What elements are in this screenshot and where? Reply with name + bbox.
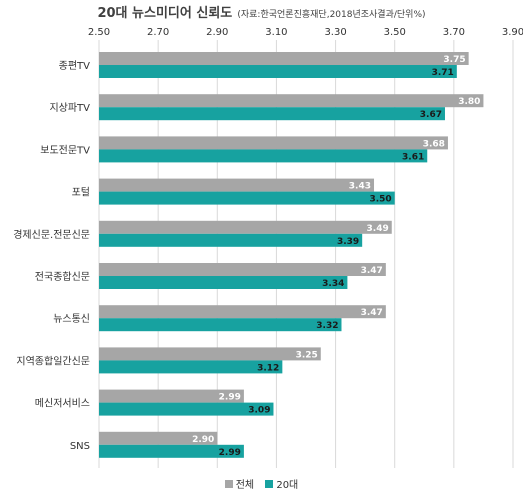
legend-swatch-20s <box>265 479 274 488</box>
data-label: 3.12 <box>257 363 279 373</box>
chart-title-main: 20대 뉴스미디어 신뢰도 <box>97 6 233 21</box>
x-tick-label: 2.90 <box>206 27 228 38</box>
bar-20s <box>99 444 244 458</box>
category-label: 뉴스통신 <box>53 313 90 325</box>
bar-20s <box>99 402 274 416</box>
category-label: 전국종합신문 <box>35 271 90 283</box>
data-label: 2.90 <box>192 435 214 445</box>
bar-all <box>99 431 218 445</box>
data-label: 3.61 <box>402 152 424 162</box>
data-label: 2.99 <box>219 393 241 403</box>
bar-all <box>99 305 386 319</box>
x-tick-label: 2.50 <box>88 27 110 38</box>
category-label: 보도전문TV <box>40 144 90 156</box>
category-label: 지상파TV <box>49 102 90 114</box>
data-label: 3.71 <box>432 68 454 78</box>
x-tick-label: 3.70 <box>443 27 465 38</box>
category-labels: 종편TV 지상파TV 보도전문TV 포털경제신문.전문신문전국종합신문뉴스통신지역종합… <box>13 60 90 452</box>
legend: 전체 20대 <box>0 476 523 491</box>
bar-20s <box>99 191 395 205</box>
x-axis-ticks: 2.50 2.70 2.90 3.10 3.30 3.50 3.70 3.90 <box>88 27 523 38</box>
category-label: 경제신문.전문신문 <box>13 228 90 241</box>
bar-20s <box>99 276 348 289</box>
x-tick-label: 3.90 <box>502 27 523 38</box>
bar-20s <box>99 107 445 121</box>
legend-item-all: 전체 <box>224 476 255 491</box>
data-label: 3.49 <box>367 224 389 234</box>
data-label: 3.25 <box>296 350 318 360</box>
data-label: 3.47 <box>361 266 383 276</box>
data-label: 3.43 <box>349 182 371 192</box>
data-label: 3.67 <box>420 110 442 120</box>
bar-all <box>99 94 484 108</box>
chart-title: 20대 뉴스미디어 신뢰도 (자료:한국언론진흥재단,2018년조사결과/단위%… <box>0 2 523 21</box>
bar-20s <box>99 360 283 374</box>
data-label: 3.09 <box>248 406 270 416</box>
legend-item-20s: 20대 <box>265 476 298 491</box>
data-label: 3.47 <box>361 308 383 318</box>
bar-all <box>99 389 244 403</box>
x-tick-label: 3.30 <box>324 27 346 38</box>
bars: 3.75 3.71 3.80 3.67 3.68 3.61 3.43 3.50 3.49 3.39… <box>99 52 484 458</box>
bar-20s <box>99 65 457 78</box>
bar-20s <box>99 149 428 163</box>
legend-label-all: 전체 <box>235 480 255 491</box>
x-tick-label: 3.10 <box>265 27 287 38</box>
bar-all <box>99 136 448 150</box>
legend-label-20s: 20대 <box>276 480 299 491</box>
bar-all <box>99 347 321 361</box>
data-label: 3.80 <box>458 97 480 107</box>
legend-swatch-all <box>224 479 233 488</box>
bar-20s <box>99 233 363 247</box>
data-label: 3.32 <box>316 321 338 331</box>
chart-subtitle: (자료:한국언론진흥재단,2018년조사결과/단위%) <box>237 10 426 20</box>
bar-20s <box>99 318 342 332</box>
category-label: 지역종합일간신문 <box>16 355 90 367</box>
data-label: 3.39 <box>337 237 359 247</box>
bar-all <box>99 178 375 192</box>
bar-all <box>99 263 386 276</box>
data-label: 3.68 <box>423 139 445 149</box>
x-tick-label: 2.70 <box>147 27 169 38</box>
data-label: 2.99 <box>219 448 241 458</box>
bar-all <box>99 220 392 234</box>
category-label: SNS <box>70 441 90 452</box>
category-label: 포털 <box>72 187 90 199</box>
category-label: 메신저서비스 <box>35 398 90 410</box>
data-label: 3.75 <box>443 55 465 65</box>
bar-all <box>99 52 469 65</box>
data-label: 3.34 <box>322 279 344 289</box>
category-label: 종편TV <box>59 60 91 72</box>
x-tick-label: 3.50 <box>384 27 406 38</box>
data-label: 3.50 <box>369 195 391 205</box>
